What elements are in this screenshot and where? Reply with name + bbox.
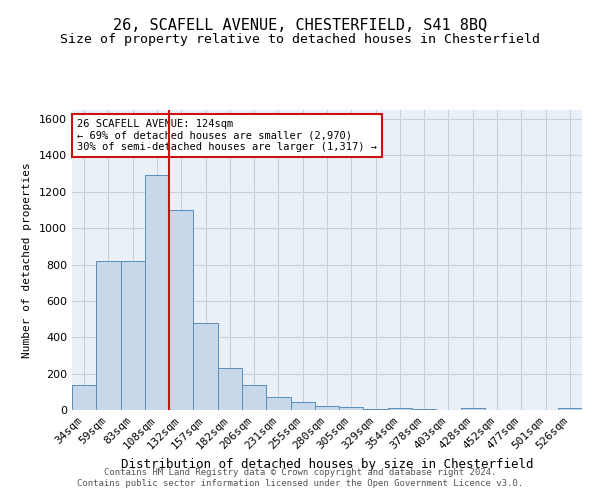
- Bar: [461, 408, 485, 410]
- Text: Size of property relative to detached houses in Chesterfield: Size of property relative to detached ho…: [60, 32, 540, 46]
- Bar: [145, 176, 169, 410]
- Bar: [242, 386, 266, 410]
- Bar: [339, 408, 364, 410]
- Bar: [388, 408, 412, 410]
- Bar: [96, 261, 121, 410]
- Text: 26 SCAFELL AVENUE: 124sqm
← 69% of detached houses are smaller (2,970)
30% of se: 26 SCAFELL AVENUE: 124sqm ← 69% of detac…: [77, 119, 377, 152]
- Bar: [364, 409, 388, 410]
- Bar: [266, 398, 290, 410]
- Y-axis label: Number of detached properties: Number of detached properties: [22, 162, 32, 358]
- Bar: [412, 409, 436, 410]
- X-axis label: Distribution of detached houses by size in Chesterfield: Distribution of detached houses by size …: [121, 458, 533, 470]
- Text: 26, SCAFELL AVENUE, CHESTERFIELD, S41 8BQ: 26, SCAFELL AVENUE, CHESTERFIELD, S41 8B…: [113, 18, 487, 32]
- Text: Contains HM Land Registry data © Crown copyright and database right 2024.
Contai: Contains HM Land Registry data © Crown c…: [77, 468, 523, 487]
- Bar: [315, 406, 339, 410]
- Bar: [218, 368, 242, 410]
- Bar: [290, 402, 315, 410]
- Bar: [169, 210, 193, 410]
- Bar: [193, 322, 218, 410]
- Bar: [72, 384, 96, 410]
- Bar: [121, 261, 145, 410]
- Bar: [558, 408, 582, 410]
